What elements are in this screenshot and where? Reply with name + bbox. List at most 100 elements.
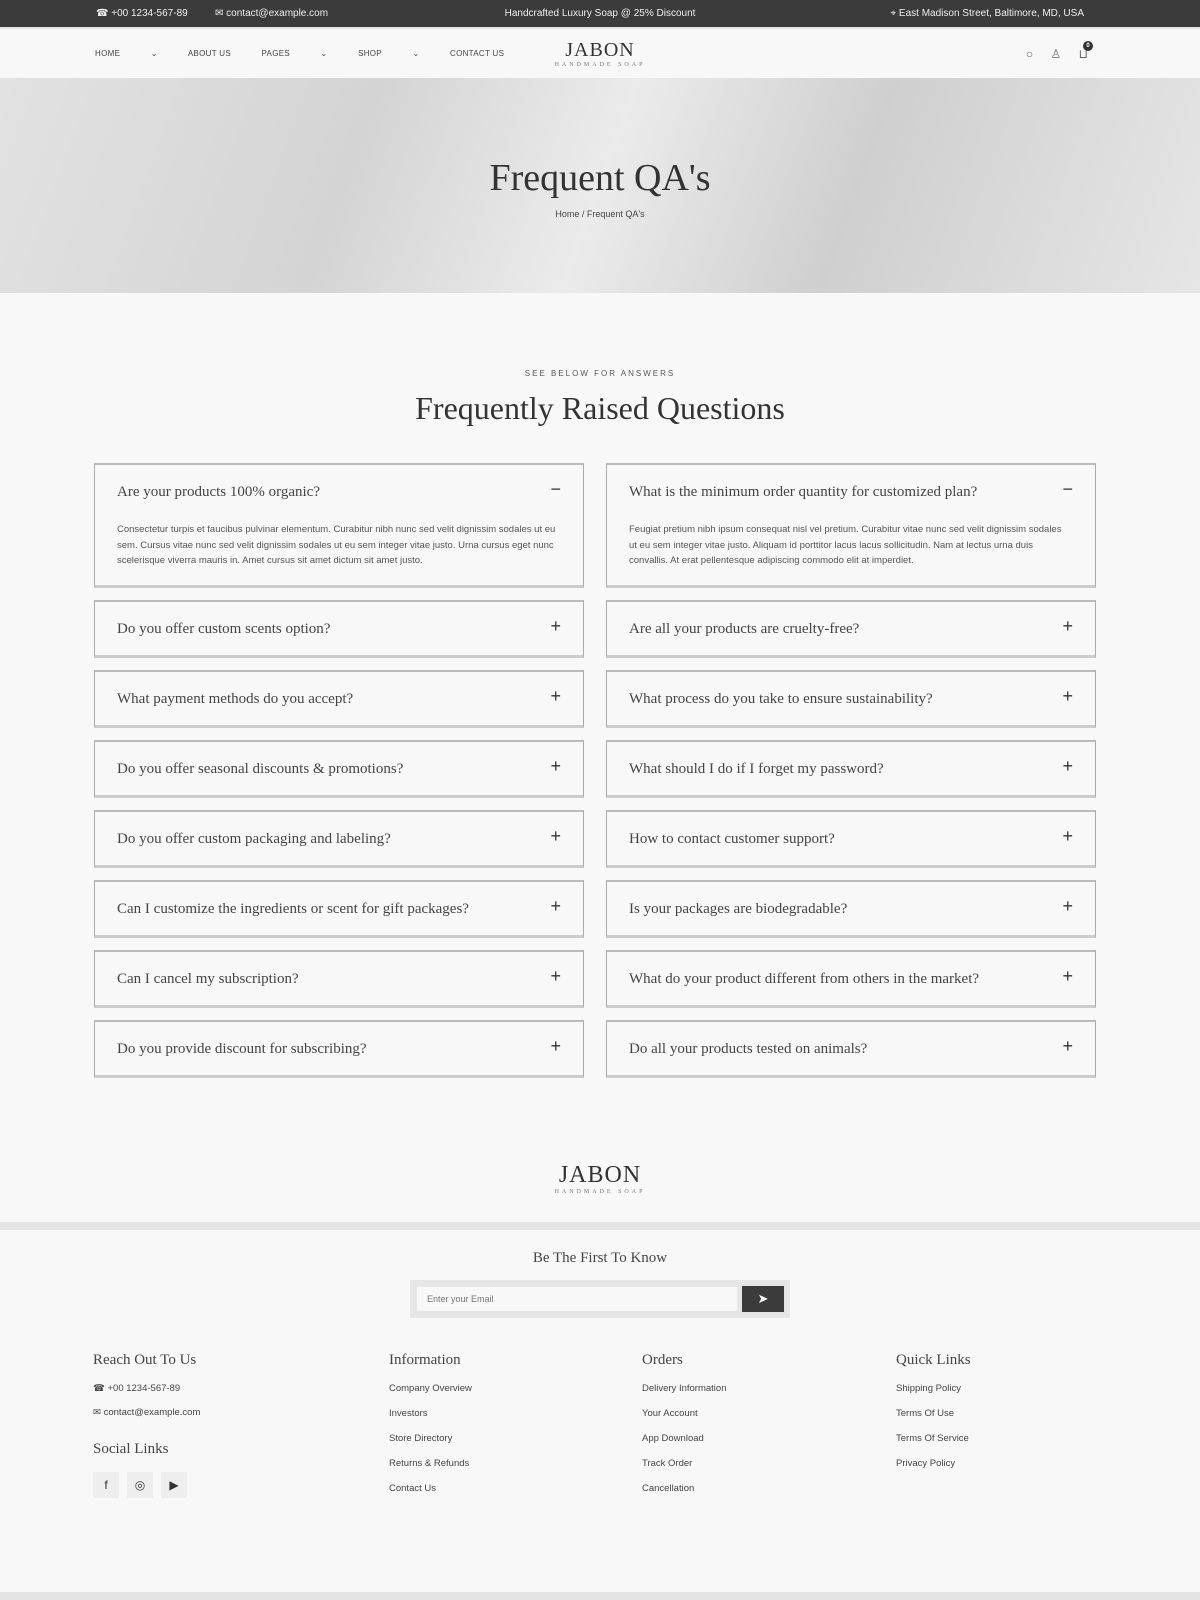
faq-question[interactable]: Do you provide discount for subscribing?: [117, 1041, 367, 1057]
hero-banner: Frequent QA's Home / Frequent QA's: [0, 78, 1200, 293]
footer-email[interactable]: ✉ contact@example.com: [93, 1407, 201, 1418]
faq-question[interactable]: Do all your products tested on animals?: [629, 1041, 868, 1057]
footer-link[interactable]: Terms Of Use: [896, 1408, 955, 1419]
nav-pages[interactable]: PAGES ⌄: [261, 49, 328, 58]
plus-icon[interactable]: +: [550, 756, 561, 776]
section-title: Frequently Raised Questions: [415, 390, 785, 426]
faq-question[interactable]: How to contact customer support?: [629, 831, 835, 847]
footer-link[interactable]: Terms Of Service: [896, 1433, 969, 1444]
footer-link[interactable]: Investors: [389, 1408, 428, 1419]
faq-item[interactable]: What should I do if I forget my password…: [606, 740, 1096, 798]
user-icon[interactable]: ♙: [1050, 47, 1062, 61]
email-text: ✉ contact@example.com: [215, 8, 329, 19]
faq-question[interactable]: Do you offer seasonal discounts & promot…: [117, 761, 404, 777]
footer-information: Information Company Overview Investors Stor…: [389, 1352, 472, 1508]
promo-text: Handcrafted Luxury Soap @ 25% Discount: [504, 8, 696, 19]
phone-icon: ☎: [93, 1383, 105, 1394]
faq-item[interactable]: Do all your products tested on animals? …: [606, 1020, 1096, 1078]
footer-phone[interactable]: ☎ +00 1234-567-89: [93, 1383, 181, 1394]
nav-shop[interactable]: SHOP ⌄: [358, 49, 420, 58]
faq-item[interactable]: Do you offer custom scents option? +: [94, 600, 584, 658]
section-eyebrow: SEE BELOW FOR ANSWERS: [524, 369, 676, 378]
faq-question[interactable]: Can I customize the ingredients or scent…: [117, 901, 469, 917]
faq-question[interactable]: Is your packages are biodegradable?: [629, 901, 848, 917]
plus-icon[interactable]: +: [550, 1036, 561, 1056]
footer-link[interactable]: Returns & Refunds: [389, 1458, 470, 1469]
faq-question[interactable]: Do you offer custom packaging and labeli…: [117, 831, 391, 847]
faq-item[interactable]: What do your product different from othe…: [606, 950, 1096, 1008]
plus-icon[interactable]: +: [1062, 826, 1073, 846]
bottom-bar: [0, 1592, 1200, 1600]
minus-icon[interactable]: −: [550, 479, 561, 499]
plus-icon[interactable]: +: [1062, 756, 1073, 776]
plus-icon[interactable]: +: [550, 616, 561, 636]
plus-icon[interactable]: +: [1062, 896, 1073, 916]
faq-item[interactable]: Can I cancel my subscription? +: [94, 950, 584, 1008]
faq-item[interactable]: Can I customize the ingredients or scent…: [94, 880, 584, 938]
phone-text: ☎ +00 1234-567-89: [96, 8, 188, 19]
nav-contact[interactable]: CONTACT US: [450, 49, 505, 58]
plus-icon[interactable]: +: [1062, 1036, 1073, 1056]
plus-icon[interactable]: +: [1062, 686, 1073, 706]
footer-orders: Orders Delivery Information Your Account Ap…: [642, 1352, 726, 1508]
subscribe-button[interactable]: ➤: [742, 1286, 784, 1312]
footer-link[interactable]: Delivery Information: [642, 1383, 727, 1394]
footer-link[interactable]: Contact Us: [389, 1483, 436, 1494]
faq-item[interactable]: Are all your products are cruelty-free? …: [606, 600, 1096, 658]
footer-link[interactable]: Company Overview: [389, 1383, 472, 1394]
mail-icon: ✉: [93, 1407, 101, 1418]
footer-link[interactable]: App Download: [642, 1433, 704, 1444]
faq-question[interactable]: Do you offer custom scents option?: [117, 621, 331, 637]
faq-question[interactable]: What payment methods do you accept?: [117, 691, 354, 707]
faq-question[interactable]: What process do you take to ensure susta…: [629, 691, 933, 707]
main-nav: HOME ⌄ ABOUT US PAGES ⌄ SHOP ⌄ CONTACT U…: [0, 27, 1200, 78]
footer-link[interactable]: Track Order: [642, 1458, 693, 1469]
faq-item[interactable]: Do you provide discount for subscribing?…: [94, 1020, 584, 1078]
divider: [0, 1222, 1200, 1230]
faq-item[interactable]: What payment methods do you accept? +: [94, 670, 584, 728]
minus-icon[interactable]: −: [1062, 479, 1073, 499]
top-bar: ☎ +00 1234-567-89 ✉ contact@example.com …: [0, 0, 1200, 27]
faq-question[interactable]: Can I cancel my subscription?: [117, 971, 299, 987]
faq-answer: Feugiat pretium nibh ipsum consequat nis…: [629, 524, 1062, 566]
footer-logo[interactable]: JABON HANDMADE SOAP: [554, 1162, 646, 1195]
plus-icon[interactable]: +: [1062, 616, 1073, 636]
nav-about[interactable]: ABOUT US: [187, 49, 231, 58]
faq-answer: Consectetur turpis et faucibus pulvinar …: [117, 524, 556, 566]
faq-item[interactable]: Do you offer seasonal discounts & promot…: [94, 740, 584, 798]
plus-icon[interactable]: +: [550, 686, 561, 706]
faq-item[interactable]: Are your products 100% organic? − Consect…: [94, 463, 584, 588]
newsletter-title: Be The First To Know: [532, 1250, 668, 1266]
faq-question[interactable]: What do your product different from othe…: [629, 971, 980, 987]
send-icon: ➤: [757, 1291, 769, 1306]
faq-question[interactable]: Are all your products are cruelty-free?: [629, 621, 860, 637]
faq-item[interactable]: Do you offer custom packaging and labeli…: [94, 810, 584, 868]
faq-question[interactable]: Are your products 100% organic?: [117, 484, 320, 500]
footer-quick-links: Quick Links Shipping Policy Terms Of Use Te…: [896, 1352, 971, 1483]
email-input[interactable]: [417, 1287, 737, 1311]
breadcrumb: Home / Frequent QA's: [555, 209, 645, 219]
facebook-icon[interactable]: f: [93, 1472, 119, 1498]
nav-home[interactable]: HOME ⌄: [95, 49, 158, 58]
faq-item[interactable]: What process do you take to ensure susta…: [606, 670, 1096, 728]
footer-link[interactable]: Store Directory: [389, 1433, 453, 1444]
footer-link[interactable]: Shipping Policy: [896, 1383, 961, 1394]
instagram-icon[interactable]: ◎: [127, 1472, 153, 1498]
faq-item[interactable]: What is the minimum order quantity for c…: [606, 463, 1096, 588]
plus-icon[interactable]: +: [550, 896, 561, 916]
faq-question[interactable]: What should I do if I forget my password…: [629, 761, 884, 777]
plus-icon[interactable]: +: [1062, 966, 1073, 986]
cart-icon[interactable]: ⊔ 0: [1079, 41, 1093, 61]
plus-icon[interactable]: +: [550, 826, 561, 846]
footer-link[interactable]: Your Account: [642, 1408, 698, 1419]
footer-link[interactable]: Privacy Policy: [896, 1458, 956, 1469]
search-icon[interactable]: ○: [1025, 47, 1034, 61]
faq-item[interactable]: Is your packages are biodegradable? +: [606, 880, 1096, 938]
faq-question[interactable]: What is the minimum order quantity for c…: [629, 484, 978, 500]
footer-link[interactable]: Cancellation: [642, 1483, 695, 1494]
breadcrumb-home[interactable]: Home: [555, 209, 580, 219]
plus-icon[interactable]: +: [550, 966, 561, 986]
logo[interactable]: JABON HANDMADE SOAP: [554, 39, 646, 68]
faq-item[interactable]: How to contact customer support? +: [606, 810, 1096, 868]
youtube-icon[interactable]: ▶: [161, 1472, 187, 1498]
